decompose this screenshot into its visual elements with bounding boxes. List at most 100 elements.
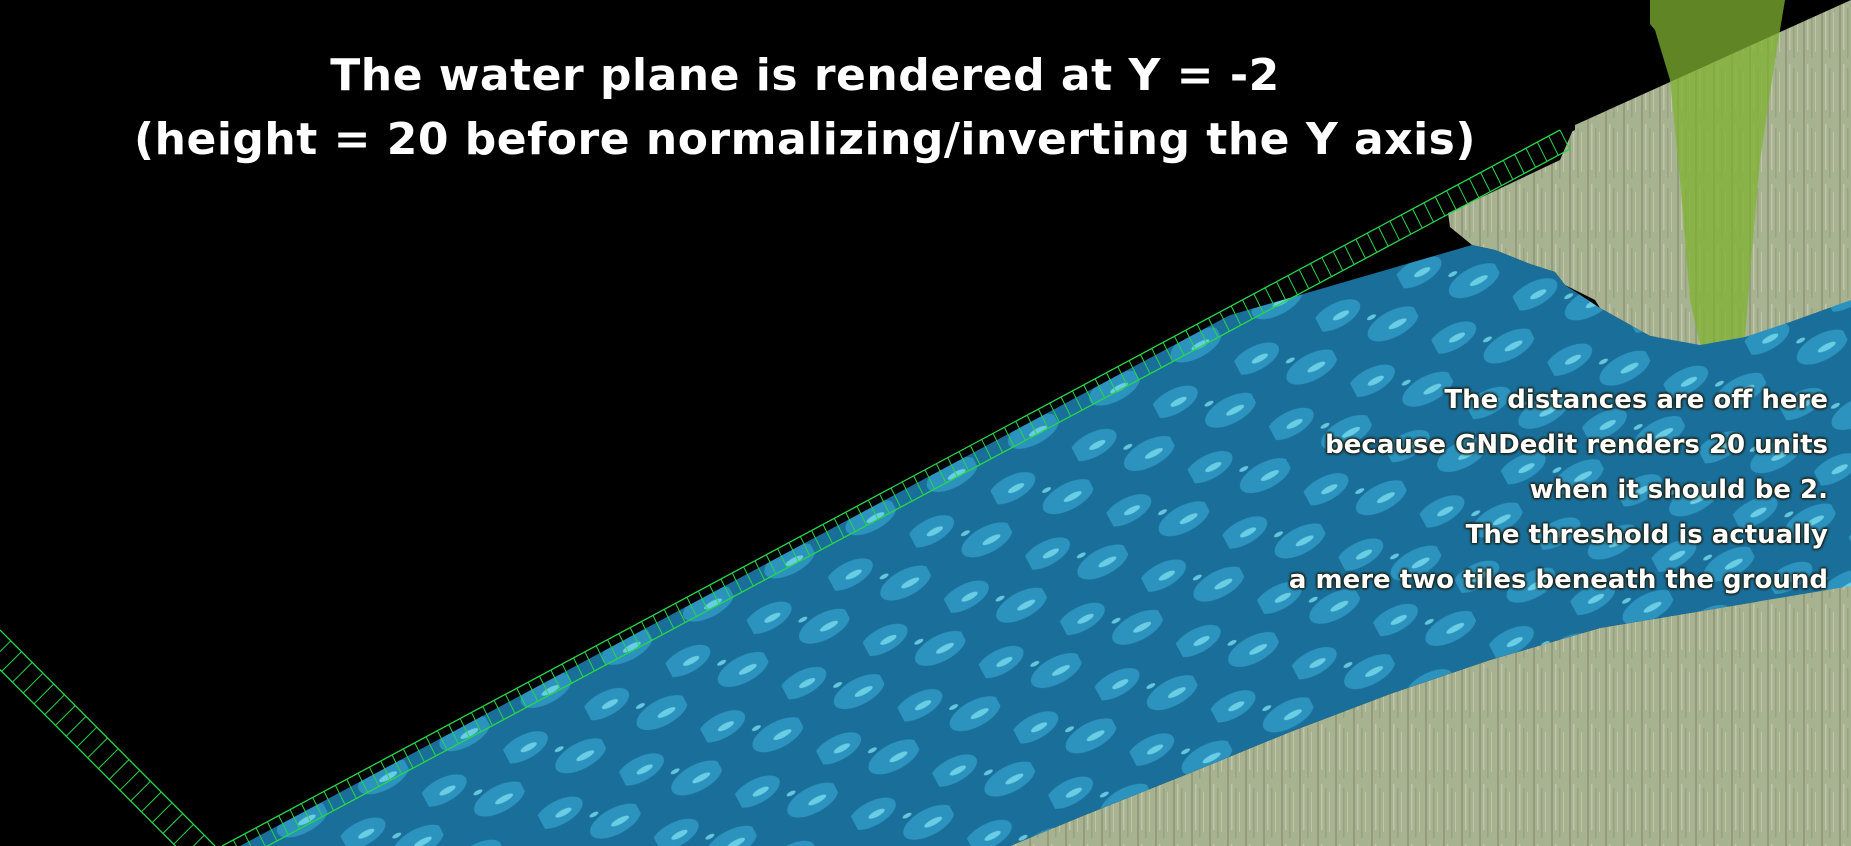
grid-line xyxy=(436,730,448,751)
grid-line xyxy=(561,663,573,684)
grid-line xyxy=(1298,269,1310,289)
grid-line xyxy=(278,815,289,836)
grid-line xyxy=(1071,390,1083,411)
grid-line xyxy=(173,824,194,845)
grid-line xyxy=(856,505,868,526)
grid-border-edge xyxy=(221,129,1571,846)
grid-line xyxy=(141,791,162,813)
grid-line xyxy=(539,675,550,696)
grid-line xyxy=(913,475,924,496)
grid-line xyxy=(1344,245,1355,265)
grid-line xyxy=(924,469,936,490)
grid-line xyxy=(482,706,493,726)
grid-line xyxy=(607,639,618,660)
grid-line xyxy=(151,802,173,823)
grid-line xyxy=(1174,336,1185,356)
grid-line xyxy=(901,481,913,502)
grid-line xyxy=(312,797,323,817)
grid-line xyxy=(493,700,505,720)
grid-line xyxy=(44,694,65,715)
grid-line xyxy=(788,542,799,563)
grid-line xyxy=(765,554,777,575)
grid-line xyxy=(1559,129,1571,150)
grid-line xyxy=(1389,220,1400,241)
grid-line xyxy=(323,791,335,811)
grid-line xyxy=(731,572,743,593)
grid-line xyxy=(675,603,686,623)
grid-line xyxy=(1151,348,1162,368)
grid-line xyxy=(448,724,459,745)
grid-line xyxy=(368,766,380,787)
grid-line xyxy=(743,566,754,587)
grid-line xyxy=(754,560,765,581)
grid-line xyxy=(1514,154,1525,174)
grid-line xyxy=(799,536,811,556)
grid-line xyxy=(697,590,709,611)
grid-line xyxy=(1060,396,1072,417)
grid-line xyxy=(686,596,697,617)
grid-line xyxy=(867,499,879,520)
grid-line xyxy=(33,683,55,705)
grid-line xyxy=(890,487,902,508)
grass-patch xyxy=(1630,0,1785,345)
grid-line xyxy=(414,742,425,763)
grid-line xyxy=(1253,293,1264,314)
grid-line xyxy=(1287,275,1298,296)
grid-line xyxy=(119,770,141,791)
grid-border-edge xyxy=(0,629,216,846)
grid-line xyxy=(232,839,237,846)
grid-line xyxy=(958,451,970,472)
grid-line xyxy=(777,548,788,569)
grid-line xyxy=(652,615,663,635)
grid-line xyxy=(255,827,266,846)
grid-line xyxy=(192,834,205,846)
grid-line xyxy=(595,645,607,666)
grid-line xyxy=(471,712,482,732)
grid-line xyxy=(618,633,629,654)
grid-line xyxy=(1219,311,1230,332)
grid-line xyxy=(1468,178,1480,198)
grid-line xyxy=(1423,202,1434,223)
grid-line xyxy=(300,803,312,823)
grid-line xyxy=(981,439,992,459)
grid-line xyxy=(516,688,527,708)
void-area xyxy=(0,0,1650,846)
grid-line xyxy=(357,772,369,793)
grid-line xyxy=(822,524,834,544)
grid-line xyxy=(720,578,731,599)
grid-line xyxy=(1310,263,1321,283)
grid-line xyxy=(992,433,1004,453)
grid-line xyxy=(1,651,22,672)
grid-line xyxy=(811,530,822,550)
grid-line xyxy=(1378,226,1389,247)
grid-line xyxy=(425,736,437,757)
title-line: (height = 20 before normalizing/invertin… xyxy=(134,114,1476,165)
grid-line xyxy=(1015,421,1026,441)
grid-line xyxy=(663,609,675,629)
grid-line xyxy=(380,760,391,781)
grid-line xyxy=(266,821,278,842)
grid-line xyxy=(162,813,184,834)
annotation-note-line: The threshold is actually xyxy=(1465,520,1828,550)
grid-line xyxy=(1264,287,1276,308)
grid-line xyxy=(1037,408,1049,429)
grid-line xyxy=(1491,166,1503,186)
annotation-note-line: because GNDedit renders 20 units xyxy=(1325,430,1828,460)
grid-line xyxy=(334,785,346,805)
grid-line xyxy=(76,726,98,748)
annotation-note-line: a mere two tiles beneath the ground xyxy=(1288,565,1828,595)
grid-line xyxy=(1140,354,1151,374)
grid-line xyxy=(244,833,252,846)
grid-line xyxy=(1457,184,1468,205)
grid-line xyxy=(1321,257,1332,277)
grid-line xyxy=(12,662,33,683)
grid-line xyxy=(1536,141,1548,162)
grid-line xyxy=(1502,160,1514,180)
grid-line xyxy=(1094,378,1106,399)
grid-line xyxy=(87,737,108,759)
title-line: The water plane is rendered at Y = -2 xyxy=(330,50,1280,101)
grid-line xyxy=(1208,317,1219,338)
grid-line xyxy=(65,716,87,737)
